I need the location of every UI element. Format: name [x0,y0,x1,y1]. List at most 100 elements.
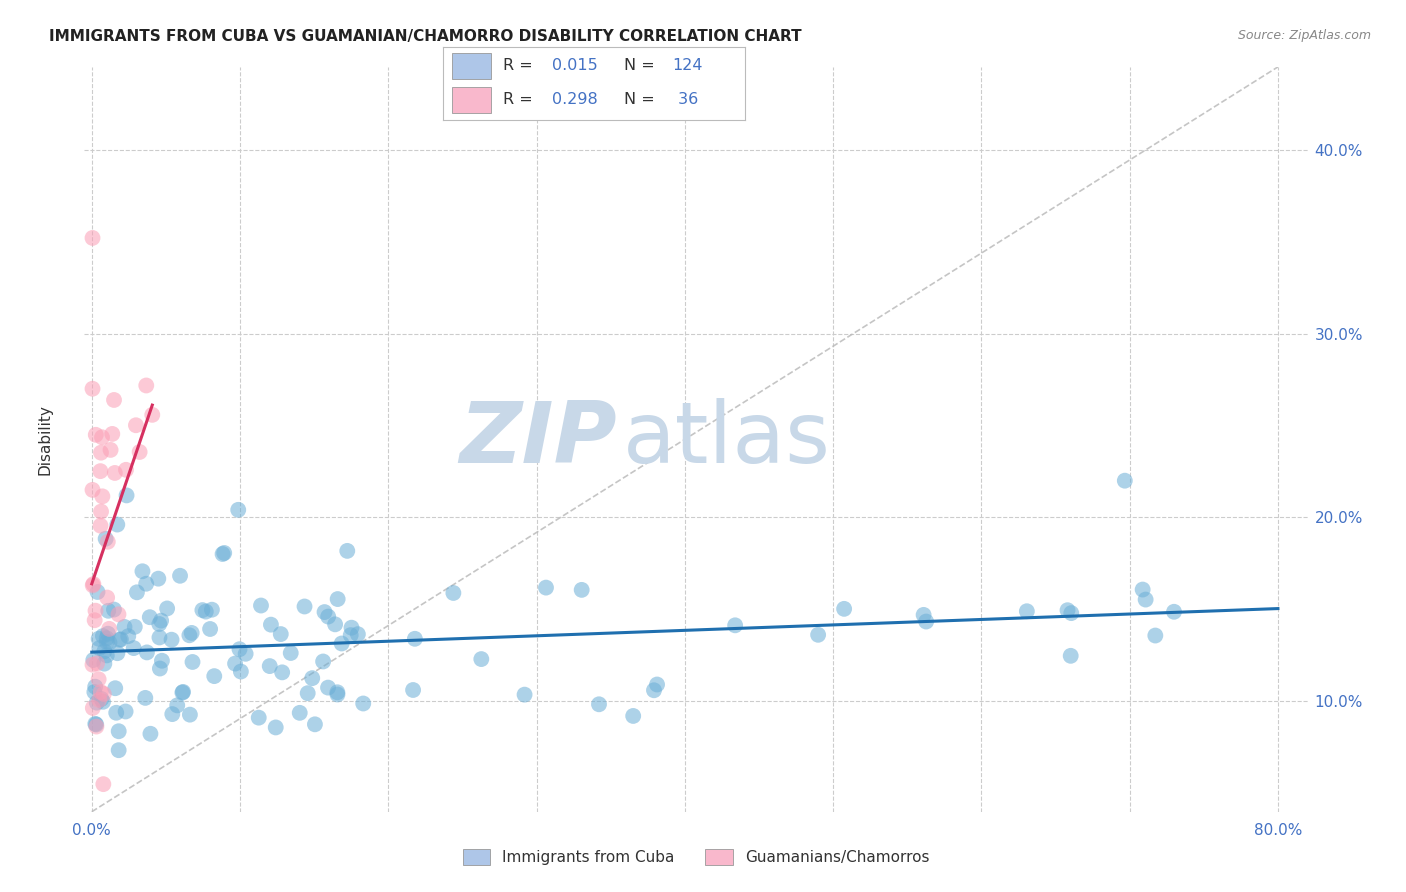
Point [571,582,593,597]
Point [1163,605,1185,619]
Point [107,607,129,622]
Point [150,654,173,668]
Point [441,586,464,600]
Point [96,635,118,649]
Point [326,688,349,702]
Point [108,632,131,647]
Text: 124: 124 [672,59,703,73]
Point [82,657,104,672]
Text: IMMIGRANTS FROM CUBA VS GUAMANIAN/CHAMORRO DISABILITY CORRELATION CHART: IMMIGRANTS FROM CUBA VS GUAMANIAN/CHAMOR… [49,29,801,44]
Point [198,622,221,636]
Point [84,680,107,694]
Text: Source: ZipAtlas.com: Source: ZipAtlas.com [1237,29,1371,42]
Point [91,430,114,444]
Point [93,777,115,791]
Point [148,617,170,632]
Point [139,610,162,624]
Point [90,692,112,706]
Point [271,665,294,680]
Point [97,534,120,549]
Point [84,717,107,731]
Point [84,427,107,442]
Point [117,629,139,643]
Point [912,607,935,622]
Point [330,636,353,650]
Point [162,707,184,722]
Point [134,690,156,705]
Point [211,547,233,561]
Point [148,631,170,645]
Point [128,445,150,459]
Point [110,632,132,647]
Point [1132,582,1154,597]
Text: ZIP: ZIP [458,398,616,481]
Point [588,698,610,712]
Point [114,620,136,634]
Point [226,503,249,517]
Point [621,709,644,723]
Point [166,698,188,713]
Text: 0.015: 0.015 [551,59,598,73]
Point [304,717,326,731]
Point [312,655,335,669]
Point [86,585,108,599]
Text: Disability: Disability [38,404,52,475]
Point [180,626,202,640]
Point [191,603,214,617]
Point [82,483,104,497]
Point [103,602,125,616]
Point [260,617,283,632]
Point [82,701,104,715]
Legend: Immigrants from Cuba, Guamanians/Chamorros: Immigrants from Cuba, Guamanians/Chamorr… [457,843,935,871]
Point [82,231,104,245]
Point [470,652,492,666]
Point [172,685,194,699]
Point [96,648,118,663]
Point [160,632,183,647]
Text: 0.298: 0.298 [551,92,598,107]
Point [107,743,129,757]
Point [94,532,117,546]
Point [724,618,747,632]
Point [229,665,252,679]
Point [124,620,146,634]
Point [82,578,104,592]
Point [83,613,105,627]
Point [228,642,250,657]
Point [148,572,170,586]
Point [91,629,114,643]
Point [832,602,855,616]
Point [125,418,148,433]
Point [84,604,107,618]
Point [135,576,157,591]
Point [280,646,302,660]
Point [84,717,107,731]
Point [115,463,138,477]
Text: atlas: atlas [623,398,831,481]
Point [224,657,246,671]
Point [1015,604,1038,618]
Point [97,604,120,618]
Point [87,632,110,646]
Point [105,706,128,720]
Text: N =: N = [624,59,661,73]
Point [100,442,122,457]
Point [288,706,311,720]
Point [89,464,111,478]
Text: R =: R = [503,59,538,73]
Point [86,657,108,671]
Point [90,445,112,459]
Point [135,378,157,392]
Point [96,591,118,605]
FancyBboxPatch shape [451,54,491,79]
Point [90,685,112,699]
Point [82,577,104,591]
Point [181,655,204,669]
Point [1060,648,1083,663]
Point [179,707,201,722]
Point [340,621,363,635]
Point [316,681,339,695]
Point [1056,603,1078,617]
Point [336,544,359,558]
Point [352,697,374,711]
